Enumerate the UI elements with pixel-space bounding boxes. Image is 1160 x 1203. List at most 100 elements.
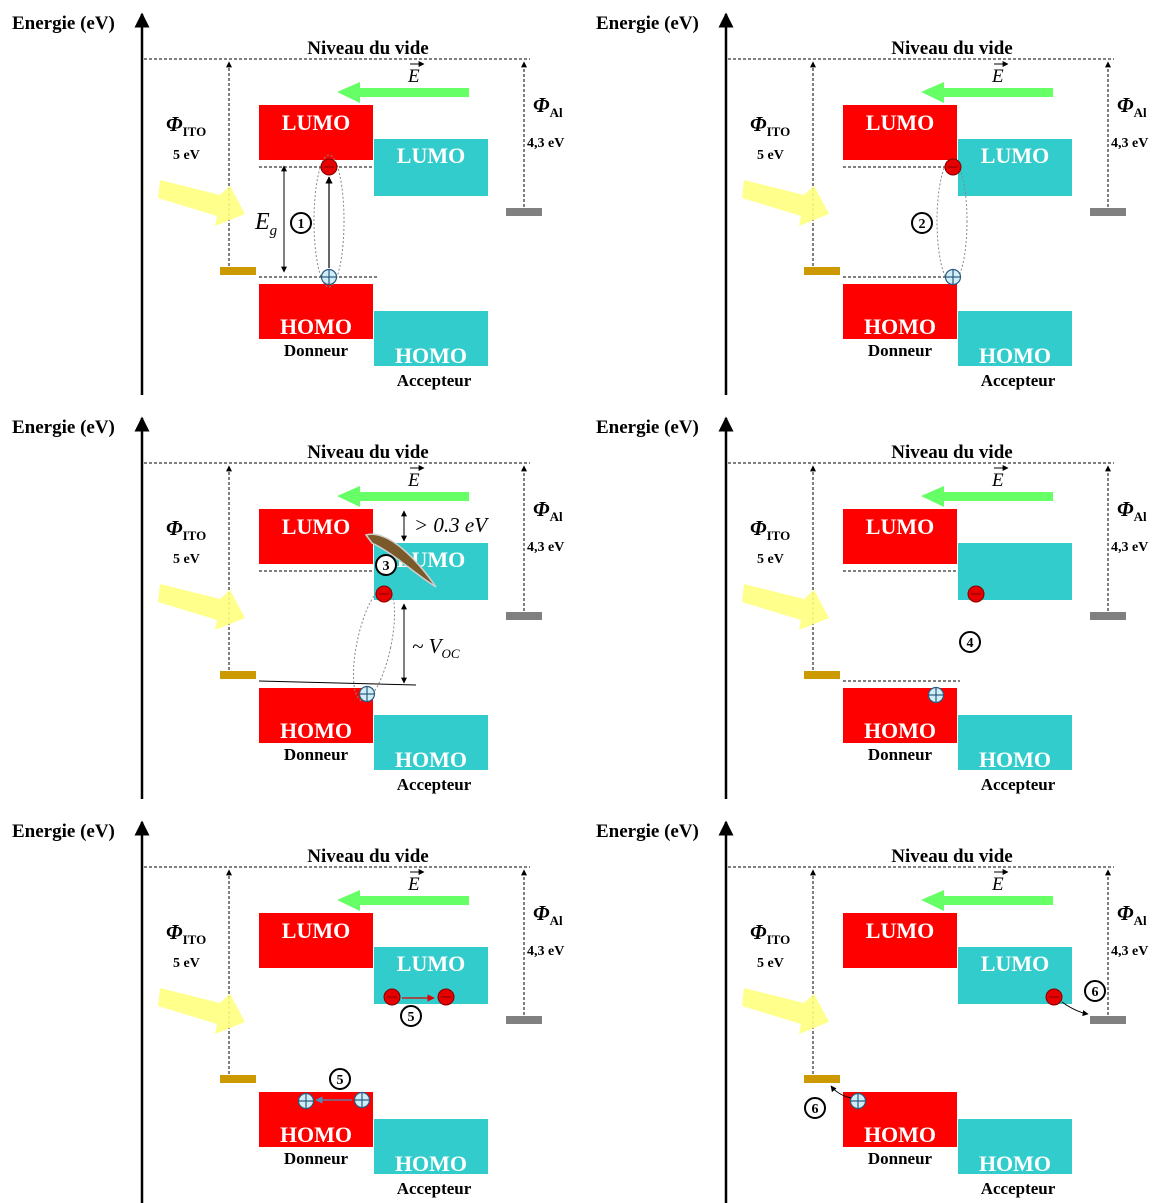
acceptor-homo [958,1119,1072,1174]
acceptor-lumo [374,139,488,196]
donor-label: Donneur [284,1149,349,1168]
ito-electrode [220,267,256,275]
phi-ito-value: 5 eV [173,552,200,567]
electron [375,585,393,603]
phi-ito-label: ΦITO [750,112,790,139]
donor-homo-label: HOMO [864,1122,936,1147]
hole [358,685,376,703]
phi-ito-value: 5 eV [757,552,784,567]
donor-homo-label: HOMO [280,1122,352,1147]
acceptor-label: Accepteur [981,1179,1056,1198]
ito-electrode [804,1075,840,1083]
electron [320,158,338,176]
donor-lumo [259,509,373,564]
field-label: E [991,66,1004,87]
acceptor-label: Accepteur [397,371,472,390]
phi-ito-value: 5 eV [173,956,200,971]
energy-axis-label: Energie (eV) [12,821,115,842]
field-arrow [921,890,1053,911]
donor-label: Donneur [284,745,349,764]
hole-extraction-arrow [830,1085,852,1099]
donor-label: Donneur [868,341,933,360]
phi-al-label: ΦAl [533,497,563,524]
panel-4: Energie (eV) Niveau du vide E ΦITO 5 eV … [596,416,1148,799]
light-arrow [742,988,829,1034]
phi-al-label: ΦAl [1117,901,1147,928]
field-label: E [407,66,420,87]
vacuum-level-label: Niveau du vide [307,442,428,463]
panel-1: Energie (eV) Niveau du vide E ΦITO 5 eV … [12,12,564,395]
acceptor-lumo-label: LUMO [981,951,1049,976]
phi-al-label: ΦAl [1117,497,1147,524]
donor-homo [259,688,373,743]
phi-ito-value: 5 eV [757,148,784,163]
phi-ito-label: ΦITO [166,516,206,543]
step-marker-1: 1 [290,212,312,234]
acceptor-homo [958,311,1072,366]
phi-ito-label: ΦITO [166,112,206,139]
field-arrow [337,890,469,911]
donor-lumo-label: LUMO [282,918,350,943]
step-marker-5-electron: 5 [400,1005,422,1027]
phi-al-value: 4,3 eV [527,944,564,959]
panel-3: Energie (eV) Niveau du vide E ΦITO 5 eV … [12,416,564,799]
light-arrow [158,584,245,630]
donor-homo-label: HOMO [864,314,936,339]
panel-frame: Energie (eV) Niveau du vide E ΦITO 5 eV … [596,12,1148,395]
donor-lumo [843,509,957,564]
svg-text:5: 5 [408,1010,415,1025]
acceptor-label: Accepteur [981,775,1056,794]
donor-lumo-label: LUMO [866,918,934,943]
step-marker-5-hole: 5 [329,1068,351,1090]
field-arrow [921,486,1053,507]
acceptor-homo [374,1119,488,1174]
panel-frame: Energie (eV) Niveau du vide E ΦITO 5 eV … [596,416,1148,799]
light-arrow [158,180,245,226]
electron [944,158,962,176]
energy-axis-label: Energie (eV) [12,13,115,34]
phi-al-label: ΦAl [533,93,563,120]
donor-label: Donneur [868,745,933,764]
exciton-ellipse [313,154,345,288]
phi-ito-value: 5 eV [757,956,784,971]
phi-al-value: 4,3 eV [1111,136,1148,151]
donor-label: Donneur [284,341,349,360]
step-marker-3: 3 [375,554,397,576]
acceptor-label: Accepteur [397,775,472,794]
svg-text:6: 6 [812,1102,819,1117]
donor-homo [843,284,957,339]
acceptor-lumo [958,139,1072,196]
acceptor-homo-label: HOMO [979,343,1051,368]
vacuum-level-label: Niveau du vide [307,846,428,867]
field-label: E [407,874,420,895]
phi-al-value: 4,3 eV [1111,944,1148,959]
phi-al-value: 4,3 eV [527,540,564,555]
svg-text:3: 3 [383,559,390,574]
hole [927,686,945,704]
donor-lumo [843,105,957,160]
hole-end [297,1092,315,1110]
donor-lumo [843,913,957,968]
donor-lumo [259,913,373,968]
light-arrow [742,180,829,226]
svg-text:1: 1 [298,217,305,232]
hole [849,1092,867,1110]
step-marker-2: 2 [911,212,933,234]
donor-homo-label: HOMO [864,718,936,743]
al-electrode [506,1016,542,1024]
al-electrode [1090,1016,1126,1024]
energy-axis-label: Energie (eV) [12,417,115,438]
exciton-ellipse [936,158,968,284]
phi-ito-label: ΦITO [750,920,790,947]
panel-5: Energie (eV) Niveau du vide E ΦITO 5 eV … [12,820,564,1203]
al-electrode [506,612,542,620]
acceptor-lumo-label: LUMO [981,143,1049,168]
vacuum-level-label: Niveau du vide [307,38,428,59]
panel-frame: Energie (eV) Niveau du vide E ΦITO 5 eV … [596,820,1148,1203]
acceptor-lumo-label: LUMO [397,951,465,976]
electron-end [437,988,455,1006]
field-arrow [337,82,469,103]
acceptor-homo-label: HOMO [395,1151,467,1176]
svg-text:6: 6 [1092,985,1099,1000]
phi-al-value: 4,3 eV [527,136,564,151]
